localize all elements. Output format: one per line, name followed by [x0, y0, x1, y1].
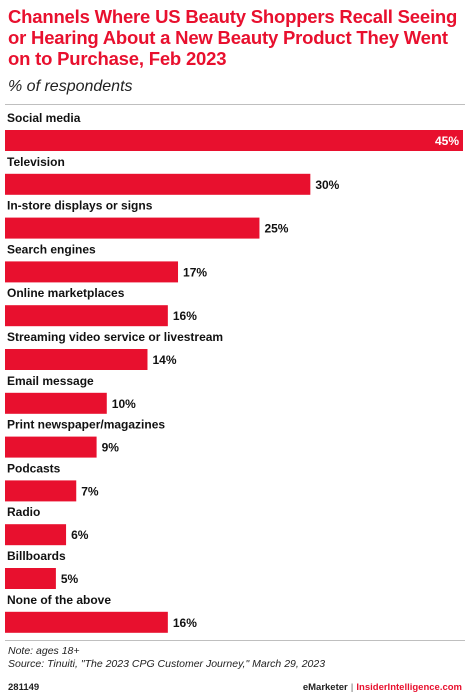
category-label-television: Television: [7, 155, 65, 169]
category-label-radio: Radio: [7, 505, 40, 519]
bar-chart: Social media 45% Television 30% In-store dis…: [5, 111, 463, 633]
category-label-social-media: Social media: [7, 111, 81, 125]
footer-brand: eMarketer | InsiderIntelligence.com: [303, 682, 462, 693]
value-label-television: 30%: [315, 178, 339, 192]
chart-subtitle: % of respondents: [8, 78, 133, 95]
brand-name: eMarketer: [302, 682, 348, 693]
footer-separator: |: [350, 682, 354, 693]
bottom-divider: [5, 640, 465, 641]
value-label-print-newspaper-magazines: 9%: [102, 441, 120, 455]
category-label-online-marketplaces: Online marketplaces: [7, 286, 125, 300]
bar-streaming-video-service-or-livestream: [5, 349, 148, 370]
note-text: Note: ages 18+: [8, 645, 80, 657]
chart-notes: Note: ages 18+ Source: Tinuiti, "The 202…: [8, 645, 325, 671]
bar-television: [5, 173, 311, 195]
category-label-none-of-the-above: None of the above: [7, 593, 111, 607]
value-label-radio: 6%: [71, 528, 89, 542]
value-label-streaming-video-service-or-livestream: 14%: [152, 353, 176, 367]
bar-email-message: [5, 392, 107, 414]
bar-in-store-displays-or-signs: [5, 217, 260, 239]
category-label-in-store-displays-or-signs: In-store displays or signs: [7, 199, 153, 213]
category-label-print-newspaper-magazines: Print newspaper/magazines: [7, 418, 165, 432]
site-link[interactable]: InsiderIntelligence.com: [356, 682, 462, 693]
value-label-billboards: 5%: [61, 572, 79, 586]
category-label-search-engines: Search engines: [7, 242, 96, 256]
category-label-email-message: Email message: [7, 374, 94, 388]
value-label-in-store-displays-or-signs: 25%: [264, 222, 288, 236]
source-text: Source: Tinuiti, "The 2023 CPG Customer …: [8, 658, 326, 670]
value-label-search-engines: 17%: [183, 265, 207, 279]
bar-none-of-the-above: [5, 611, 168, 633]
bar-social-media: [5, 130, 463, 151]
value-label-online-marketplaces: 16%: [173, 309, 197, 323]
bar-podcasts: [5, 480, 77, 502]
bar-radio: [5, 524, 67, 546]
bar-search-engines: [5, 261, 179, 283]
value-label-none-of-the-above: 16%: [173, 616, 197, 630]
bar-print-newspaper-magazines: [5, 436, 97, 458]
top-divider: [5, 104, 465, 105]
category-label-streaming-video-service-or-livestream: Streaming video service or livestream: [7, 330, 223, 344]
value-label-podcasts: 7%: [81, 484, 99, 498]
bar-online-marketplaces: [5, 305, 168, 327]
chart-title: Channels Where US Beauty Shoppers Recall…: [8, 6, 458, 69]
category-label-podcasts: Podcasts: [7, 461, 61, 475]
chart-id: 281149: [8, 682, 40, 693]
value-label-email-message: 10%: [112, 397, 136, 411]
value-label-social-media: 45%: [435, 134, 459, 148]
category-label-billboards: Billboards: [7, 549, 66, 563]
bar-billboards: [5, 568, 56, 589]
